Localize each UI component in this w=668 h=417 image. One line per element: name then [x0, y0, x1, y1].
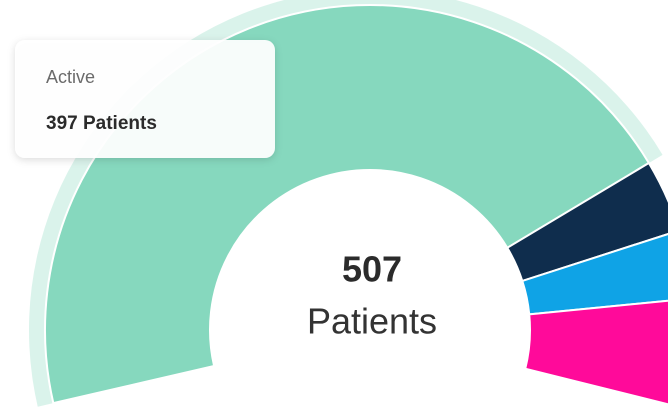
tooltip-box [15, 40, 275, 158]
center-label: Patients [307, 301, 437, 342]
tooltip-text: 397 Patients [46, 113, 157, 134]
tooltip-title: Active [46, 67, 95, 87]
center-value: 507 [342, 249, 402, 290]
tooltip: Active 397 Patients [15, 40, 275, 158]
donut-segment [524, 299, 668, 406]
